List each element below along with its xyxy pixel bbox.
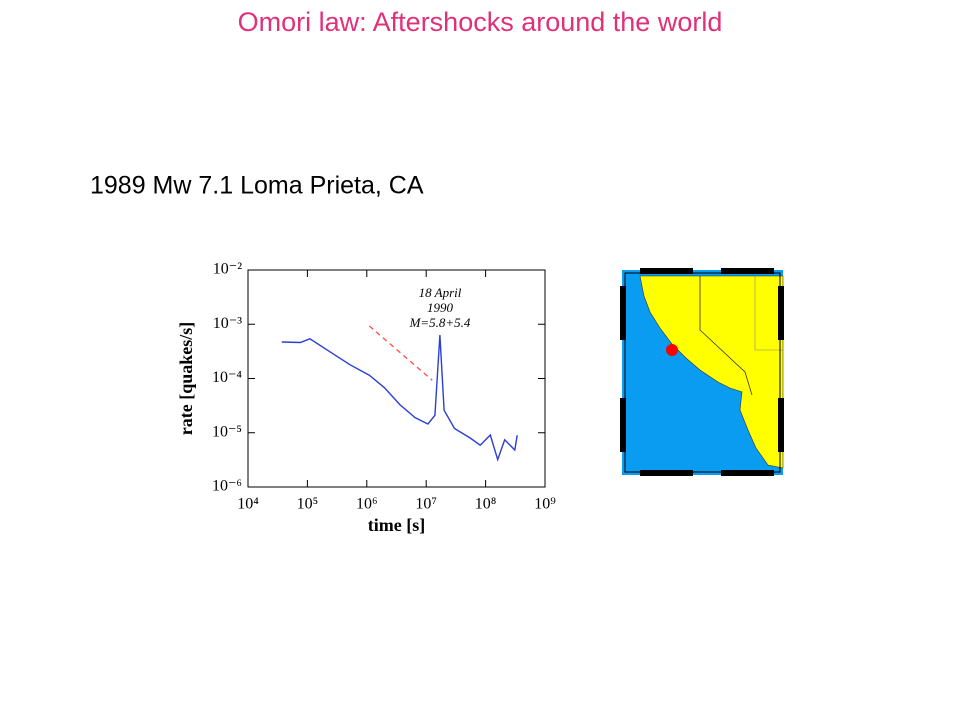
y-tick-label: 10⁻⁶ [212,478,242,495]
plot-frame [247,269,546,488]
land [639,275,784,469]
annotation: 18 April [419,285,462,300]
x-tick-label: 10⁴ [237,496,259,513]
x-tick-label: 10⁸ [475,496,497,513]
slide-subtitle: 1989 Mw 7.1 Loma Prieta, CA [90,172,424,200]
data-line [281,335,518,462]
y-tick-label: 10⁻² [213,261,242,278]
chart: 10⁴ 10⁵ 10⁶ 10⁷ 10⁸ 10⁹ 10⁻⁶ 10⁻⁵ 10⁻⁴ 10⁻³ 10⁻² ti… [176,261,556,535]
y-tick-label: 10⁻⁴ [212,369,242,386]
map [620,268,784,476]
x-axis-label: time [s] [368,515,425,535]
annotation: 1990 [427,300,454,315]
map-border-ticks [620,268,784,476]
map-frame [624,272,781,473]
epicenter [666,344,678,356]
x-tick-label: 10⁷ [415,496,437,513]
x-tick-label: 10⁶ [356,496,378,513]
y-tick-label: 10⁻³ [213,315,242,332]
y-axis-label: rate [quakes/s] [176,322,196,436]
state-border [699,276,753,396]
annotation: M=5.8+5.4 [409,315,471,330]
state-border [754,276,783,351]
x-tick-label: 10⁵ [297,496,319,513]
data-line [368,325,433,381]
slide-title: Omori law: Aftershocks around the world [238,7,723,37]
y-tick-label: 10⁻⁵ [212,423,242,440]
x-tick-label: 10⁹ [534,496,556,513]
